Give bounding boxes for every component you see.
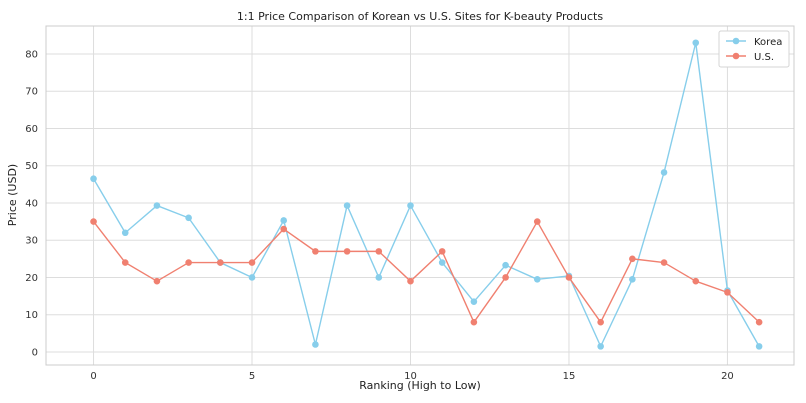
y-tick-label: 10 [25,310,38,321]
data-point-korea [248,274,256,281]
y-axis-ticks: 0 10 20 30 40 50 60 70 80 [25,49,38,358]
data-point-u-s [692,277,700,285]
x-tick-label: 5 [249,371,255,382]
x-tick-label: 10 [404,371,417,382]
data-point-u-s [217,259,224,266]
data-point-u-s [407,277,414,285]
legend: Korea U.S. [718,30,790,68]
data-point-korea [375,274,383,281]
data-point-u-s [153,277,161,285]
series-korea [90,39,763,350]
data-point-korea [660,169,668,176]
y-tick-label: 80 [25,49,38,60]
legend-marker-korea [732,37,740,45]
series-line-korea [92,42,760,348]
grid-lines [46,26,794,365]
data-point-korea [470,298,478,305]
y-tick-label: 60 [25,124,38,135]
y-tick-label: 40 [25,198,38,209]
data-series [90,39,763,350]
data-point-u-s [438,248,446,255]
data-point-korea [597,343,604,350]
data-point-korea [629,276,636,283]
data-point-u-s [280,225,288,233]
x-tick-label: 20 [721,371,734,382]
chart-title: 1:1 Price Comparison of Korean vs U.S. S… [237,10,603,23]
data-point-korea [502,261,509,269]
data-point-korea [153,202,161,209]
data-point-u-s [248,259,256,266]
y-axis-label: Price (USD) [6,164,19,226]
series-u-s [90,218,763,326]
data-point-u-s [312,248,319,255]
y-tick-label: 20 [25,273,38,284]
data-point-u-s [121,259,129,266]
data-point-u-s [533,218,541,225]
data-point-korea [185,214,192,222]
y-tick-label: 0 [32,347,38,358]
plot-frame [45,25,795,366]
data-point-korea [755,343,763,350]
legend-label-us: U.S. [754,52,774,63]
data-point-korea [343,202,351,209]
data-point-korea [280,217,288,224]
data-point-u-s [375,248,383,255]
x-tick-label: 0 [90,371,96,382]
data-point-u-s [724,289,731,296]
data-point-korea [312,341,319,348]
y-tick-label: 70 [25,87,38,98]
data-point-korea [90,175,97,183]
data-point-u-s [565,274,573,281]
data-point-korea [533,276,541,283]
data-point-u-s [470,318,478,326]
y-tick-label: 50 [25,161,38,172]
x-axis-label: Ranking (High to Low) [359,379,481,392]
series-line-u-s [92,220,760,323]
legend-label-korea: Korea [754,37,782,48]
x-tick-label: 15 [563,371,576,382]
data-point-u-s [755,318,763,326]
data-point-korea [692,39,700,47]
data-point-u-s [502,274,509,281]
legend-marker-us [732,52,740,60]
y-tick-label: 30 [25,236,38,247]
data-point-u-s [629,255,636,263]
data-point-u-s [343,248,351,255]
data-point-korea [407,202,414,209]
data-point-korea [121,229,129,237]
plot-area [46,26,794,365]
data-point-u-s [90,218,97,225]
data-point-u-s [660,259,668,266]
data-point-u-s [597,318,604,326]
data-point-u-s [185,259,192,266]
data-point-korea [438,259,446,266]
x-axis-ticks: 0 5 10 15 20 [90,371,733,382]
